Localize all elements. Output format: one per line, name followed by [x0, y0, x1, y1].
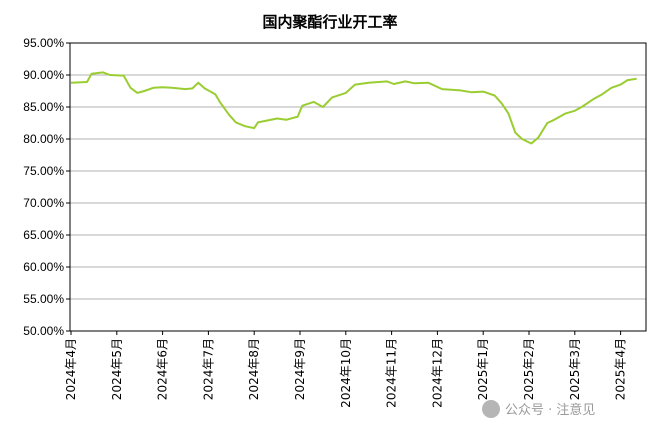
x-tick-label: 2024年12月 [430, 338, 444, 408]
series-layer [70, 71, 637, 145]
x-tick-label: 2025年4月 [614, 338, 628, 400]
x-tick-label: 2024年5月 [110, 338, 124, 400]
y-tick-label: 50.00% [23, 324, 64, 338]
x-tick-label: 2025年1月 [476, 338, 490, 400]
x-tick-label: 2024年8月 [247, 338, 261, 400]
x-tick-label: 2025年3月 [568, 338, 582, 400]
y-tick-label: 85.00% [23, 100, 64, 114]
gridlines [70, 74, 646, 300]
series-line [70, 71, 637, 145]
wechat-icon [482, 400, 500, 418]
x-tick-label: 2024年7月 [201, 338, 215, 400]
x-tick-label: 2024年10月 [339, 338, 353, 408]
watermark-text: 公众号 · 注意见 [505, 402, 595, 418]
x-tick-label: 2024年4月 [64, 338, 78, 400]
watermark: 公众号 · 注意见 [482, 400, 595, 418]
y-tick-label: 65.00% [23, 228, 64, 242]
x-tick-label: 2025年2月 [522, 338, 536, 400]
y-tick-label: 80.00% [23, 132, 64, 146]
x-tick-label: 2024年9月 [293, 338, 307, 400]
x-axis-ticks: 2024年4月 2024年5月 2024年6月 2024年7月 2024年8月 2024年… [64, 331, 628, 408]
y-tick-label: 95.00% [23, 36, 64, 50]
chart-title: 国内聚酯行业开工率 [262, 13, 397, 31]
y-tick-label: 75.00% [23, 164, 64, 178]
y-tick-label: 90.00% [23, 68, 64, 82]
y-tick-label: 60.00% [23, 260, 64, 274]
plot-area-border [69, 42, 647, 332]
y-tick-label: 70.00% [23, 196, 64, 210]
x-tick-label: 2024年6月 [156, 338, 170, 400]
y-axis-ticks: 95.00% 90.00% 85.00% 80.00% 75.00% 70.00% 65.0… [23, 36, 70, 338]
x-tick-label: 2024年11月 [385, 338, 399, 408]
y-tick-label: 55.00% [23, 292, 64, 306]
